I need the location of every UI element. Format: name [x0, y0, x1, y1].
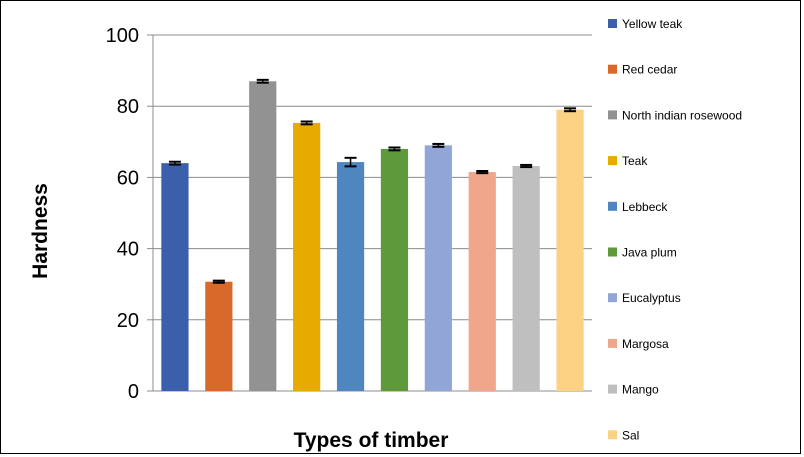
legend-item-7: Eucalyptus — [608, 291, 681, 305]
legend-label-10: Sal — [622, 428, 639, 442]
legend: Yellow teak Red cedar North indian rosewoo… — [608, 17, 742, 442]
bar-1 — [161, 163, 189, 391]
legend-swatch-8 — [608, 338, 617, 348]
error-bars — [168, 78, 577, 284]
legend-swatch-1 — [608, 19, 617, 28]
legend-swatch-2 — [608, 64, 617, 74]
y-tick-label-2: 40 — [117, 239, 139, 261]
legend-label-6: Java plum — [622, 246, 677, 260]
error-bar-5 — [344, 156, 357, 168]
y-tick-label-1: 20 — [117, 310, 139, 332]
legend-swatch-5 — [608, 201, 617, 211]
bar-6 — [380, 148, 409, 391]
error-bar-4 — [300, 120, 313, 126]
error-bar-8 — [476, 169, 489, 175]
legend-swatch-6 — [608, 247, 617, 257]
error-bar-2 — [212, 279, 225, 284]
y-tick-label-4: 80 — [117, 96, 139, 118]
bar-9 — [512, 166, 540, 391]
y-tick-labels: 0 20 40 60 80 100 — [106, 25, 139, 403]
bar-2 — [205, 281, 233, 391]
legend-swatch-3 — [608, 110, 617, 120]
legend-label-7: Eucalyptus — [622, 291, 681, 305]
bar-3 — [249, 81, 277, 391]
error-bar-7 — [432, 142, 445, 148]
legend-item-10: Sal — [608, 428, 639, 442]
legend-item-5: Lebbeck — [608, 200, 668, 214]
legend-label-5: Lebbeck — [622, 200, 668, 214]
legend-item-2: Red cedar — [608, 63, 677, 77]
bar-5 — [336, 162, 365, 391]
bars — [161, 81, 584, 391]
legend-item-6: Java plum — [608, 246, 677, 260]
legend-item-1: Yellow teak — [608, 17, 683, 31]
error-bar-1 — [168, 160, 181, 166]
legend-item-9: Mango — [608, 383, 659, 397]
legend-label-9: Mango — [622, 383, 659, 397]
legend-label-4: Teak — [622, 154, 648, 168]
legend-item-3: North indian rosewood — [608, 108, 742, 122]
bar-4 — [293, 122, 321, 391]
axes — [147, 34, 154, 392]
x-axis-title: Types of timber — [294, 429, 449, 452]
legend-label-2: Red cedar — [622, 63, 677, 77]
legend-swatch-9 — [608, 384, 617, 394]
legend-swatch-7 — [608, 293, 617, 303]
legend-swatch-10 — [608, 430, 617, 440]
legend-item-8: Margosa — [608, 337, 669, 351]
y-tick-label-5: 100 — [106, 25, 139, 47]
legend-label-1: Yellow teak — [622, 17, 683, 31]
legend-item-4: Teak — [608, 154, 648, 168]
bar-10 — [556, 109, 584, 391]
bar-8 — [468, 172, 496, 391]
bar-7 — [424, 145, 452, 391]
error-bar-3 — [256, 78, 269, 84]
error-bar-6 — [388, 146, 401, 152]
error-bar-10 — [564, 107, 577, 113]
legend-swatch-4 — [608, 156, 617, 166]
y-tick-label-0: 0 — [128, 381, 139, 403]
legend-label-8: Margosa — [622, 337, 669, 351]
y-tick-label-3: 60 — [117, 167, 139, 189]
y-axis-title: Hardness — [29, 183, 52, 279]
legend-label-3: North indian rosewood — [622, 108, 742, 122]
error-bar-9 — [520, 163, 533, 169]
